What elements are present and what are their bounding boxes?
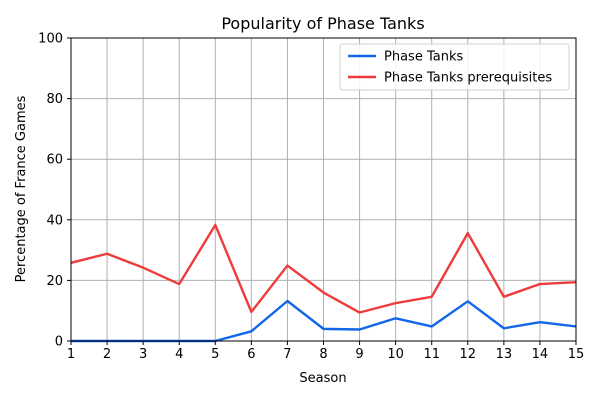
y-axis-title: Percentage of France Games bbox=[14, 95, 29, 282]
x-tick-label: 13 bbox=[496, 347, 513, 362]
x-tick-label: 15 bbox=[568, 347, 585, 362]
x-tick-label: 14 bbox=[532, 347, 549, 362]
x-axis-ticks: 1 2 3 4 5 6 7 8 9 10 11 12 13 14 15 bbox=[67, 341, 584, 362]
legend: Phase Tanks Phase Tanks prerequisites bbox=[339, 43, 570, 91]
x-tick-label: 11 bbox=[423, 347, 440, 362]
y-axis-ticks: 0 20 40 60 80 100 bbox=[38, 32, 71, 350]
y-tick-label: 60 bbox=[46, 153, 63, 168]
x-tick-label: 10 bbox=[387, 347, 404, 362]
x-tick-label: 3 bbox=[139, 347, 147, 362]
x-tick-label: 5 bbox=[211, 347, 219, 362]
legend-label-1: Phase Tanks bbox=[384, 50, 463, 65]
y-tick-label: 20 bbox=[46, 274, 63, 289]
series-line-2 bbox=[70, 223, 577, 314]
x-tick-label: 2 bbox=[103, 347, 111, 362]
y-tick-label: 100 bbox=[38, 32, 63, 47]
legend-box bbox=[339, 43, 570, 91]
x-tick-label: 9 bbox=[355, 347, 363, 362]
x-tick-label: 7 bbox=[283, 347, 291, 362]
y-tick-label: 0 bbox=[55, 335, 63, 350]
chart-title: Popularity of Phase Tanks bbox=[221, 14, 424, 33]
x-tick-label: 4 bbox=[175, 347, 183, 362]
x-tick-label: 1 bbox=[67, 347, 75, 362]
legend-label-2: Phase Tanks prerequisites bbox=[384, 71, 552, 86]
x-axis-title: Season bbox=[299, 371, 346, 386]
y-tick-label: 80 bbox=[46, 92, 63, 107]
y-tick-label: 40 bbox=[46, 213, 63, 228]
x-tick-label: 8 bbox=[319, 347, 327, 362]
x-tick-label: 12 bbox=[460, 347, 477, 362]
x-tick-label: 6 bbox=[247, 347, 255, 362]
